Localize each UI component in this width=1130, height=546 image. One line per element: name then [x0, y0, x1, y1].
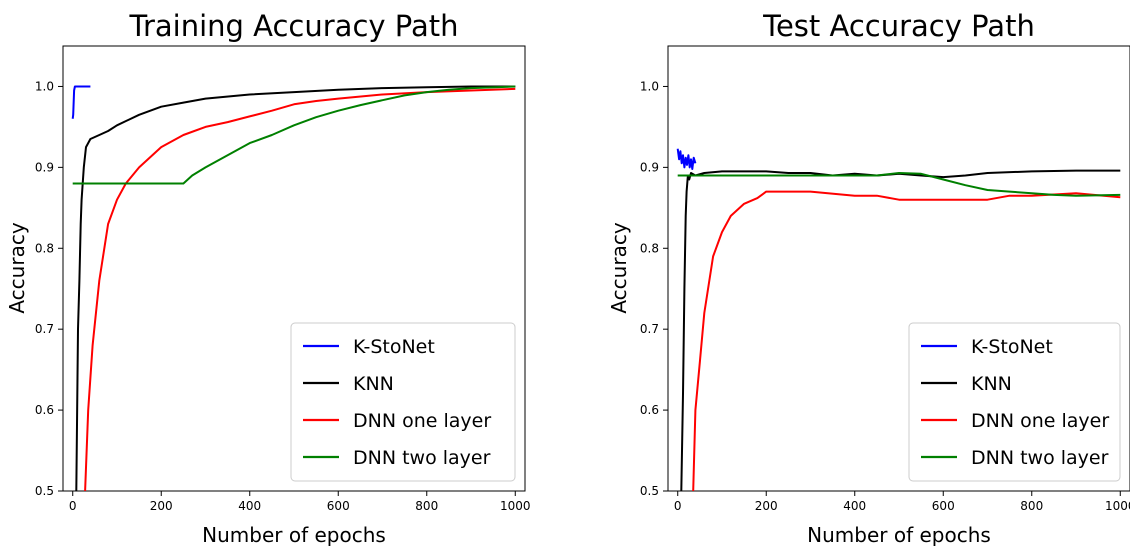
chart-title: Test Accuracy Path — [762, 9, 1035, 43]
plot-area-frame — [62, 45, 526, 492]
series-line-k-stonet — [676, 148, 697, 170]
legend-label: K-StoNet — [353, 336, 435, 358]
y-tick-label: 0.9 — [640, 160, 659, 174]
axis-ticks: 0 200 400 600 800 1000 0.5 0.6 0.7 0.8 0.9 1.0 — [35, 79, 531, 513]
x-axis-label: Number of epochs — [807, 523, 991, 546]
series-lines — [676, 148, 1121, 492]
y-tick-label: 0.9 — [35, 160, 54, 174]
series-line-dnn-one-layer — [84, 87, 516, 492]
y-tick-label: 0.5 — [35, 484, 54, 498]
y-tick-label: 0.7 — [640, 322, 659, 336]
x-tick-label: 0 — [674, 499, 682, 513]
x-tick-label: 200 — [755, 499, 778, 513]
series-line-k-stonet — [71, 85, 91, 119]
test-accuracy-chart: Test Accuracy Path Number of epochs Accu… — [607, 9, 1130, 546]
x-axis-label: Number of epochs — [202, 523, 386, 546]
x-tick-label: 1000 — [1105, 499, 1130, 513]
y-axis-label: Accuracy — [5, 222, 29, 313]
x-tick-label: 400 — [238, 499, 261, 513]
legend-label: KNN — [353, 373, 394, 395]
legend-label: DNN two layer — [353, 447, 491, 469]
plot-area-frame — [667, 45, 1130, 492]
y-tick-label: 1.0 — [640, 79, 659, 93]
y-tick-label: 0.7 — [35, 322, 54, 336]
y-tick-label: 0.5 — [640, 484, 659, 498]
legend-box — [908, 322, 1121, 482]
series-line-knn — [680, 169, 1121, 492]
legend-label: KNN — [971, 373, 1012, 395]
x-tick-label: 200 — [150, 499, 173, 513]
y-tick-label: 0.8 — [640, 241, 659, 255]
x-tick-label: 1000 — [500, 499, 531, 513]
y-tick-label: 0.6 — [35, 403, 54, 417]
x-tick-label: 400 — [843, 499, 866, 513]
legend: K-StoNet KNN DNN one layer DNN two layer — [908, 322, 1121, 482]
series-line-dnn-two-layer — [677, 172, 1121, 197]
x-tick-label: 800 — [415, 499, 438, 513]
chart-title: Training Accuracy Path — [129, 9, 459, 43]
y-tick-label: 0.8 — [35, 241, 54, 255]
x-tick-label: 600 — [932, 499, 955, 513]
series-line-knn — [75, 85, 516, 492]
legend-label: DNN one layer — [353, 410, 491, 432]
y-tick-label: 0.6 — [640, 403, 659, 417]
legend-label: DNN two layer — [971, 447, 1109, 469]
legend-box — [290, 322, 516, 482]
x-tick-label: 0 — [69, 499, 77, 513]
x-tick-label: 600 — [327, 499, 350, 513]
y-tick-label: 1.0 — [35, 79, 54, 93]
series-lines — [71, 85, 516, 492]
legend-label: K-StoNet — [971, 336, 1053, 358]
axis-ticks: 0 200 400 600 800 1000 0.5 0.6 0.7 0.8 0.9 1.0 — [640, 79, 1130, 513]
series-line-dnn-two-layer — [72, 85, 516, 185]
series-line-dnn-one-layer — [692, 190, 1121, 492]
legend-label: DNN one layer — [971, 410, 1109, 432]
x-tick-label: 800 — [1020, 499, 1043, 513]
y-axis-label: Accuracy — [607, 222, 631, 313]
training-accuracy-chart: Training Accuracy Path Number of epochs … — [5, 9, 531, 546]
legend: K-StoNet KNN DNN one layer DNN two layer — [290, 322, 516, 482]
